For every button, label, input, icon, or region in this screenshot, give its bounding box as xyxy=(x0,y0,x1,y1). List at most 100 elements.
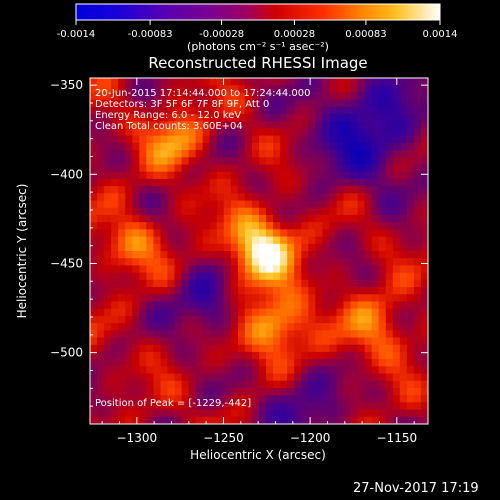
heatmap-cell xyxy=(308,366,316,375)
heatmap-cell xyxy=(357,229,366,238)
heatmap-cell xyxy=(244,359,253,367)
heatmap-cell xyxy=(181,85,190,94)
heatmap-cell xyxy=(202,315,211,324)
heatmap-cell xyxy=(125,85,133,94)
heatmap-cell xyxy=(364,135,373,144)
heatmap-cell xyxy=(97,106,105,115)
heatmap-cell xyxy=(315,150,323,158)
heatmap-cell xyxy=(266,243,274,252)
heatmap-cell xyxy=(153,380,162,389)
heatmap-cell xyxy=(132,294,140,303)
heatmap-cell xyxy=(392,171,401,180)
heatmap-cell xyxy=(392,359,401,367)
heatmap-cell xyxy=(202,272,211,281)
heatmap-cell xyxy=(174,121,183,130)
heatmap-cell xyxy=(406,164,415,173)
heatmap-cell xyxy=(399,193,408,202)
heatmap-cell xyxy=(181,272,190,281)
heatmap-cell xyxy=(399,114,408,122)
heatmap-cell xyxy=(244,402,253,411)
heatmap-cell xyxy=(202,157,211,166)
heatmap-cell xyxy=(195,409,204,418)
heatmap-cell xyxy=(223,279,232,288)
heatmap-cell xyxy=(97,272,105,281)
heatmap-cell xyxy=(322,243,331,252)
heatmap-cell xyxy=(209,294,218,303)
heatmap-cell xyxy=(139,85,147,94)
heatmap-cell xyxy=(350,236,359,245)
heatmap-cell xyxy=(216,135,225,144)
heatmap-cell xyxy=(167,308,176,317)
heatmap-cell xyxy=(132,92,140,101)
heatmap-cell xyxy=(308,387,316,396)
heatmap-cell xyxy=(378,128,387,137)
heatmap-cell xyxy=(294,99,302,108)
heatmap-cell xyxy=(371,373,380,382)
heatmap-cell xyxy=(132,251,140,259)
heatmap-cell xyxy=(174,279,183,288)
heatmap-cell xyxy=(336,92,345,101)
heatmap-cell xyxy=(104,128,112,137)
heatmap-cell xyxy=(392,279,401,288)
heatmap-cell xyxy=(336,308,345,317)
heatmap-cell xyxy=(294,366,302,375)
heatmap-cell xyxy=(132,366,140,375)
heatmap-cell xyxy=(301,279,309,288)
heatmap-cell xyxy=(378,200,387,209)
heatmap-cell xyxy=(104,366,112,375)
heatmap-cell xyxy=(364,272,373,281)
y-tick-label: −350 xyxy=(50,78,83,92)
heatmap-cell xyxy=(195,106,204,115)
heatmap-cell xyxy=(132,380,140,389)
heatmap-cell xyxy=(343,301,352,310)
heatmap-cell xyxy=(294,395,302,403)
heatmap-cell xyxy=(181,258,190,267)
heatmap-cell xyxy=(287,366,295,375)
heatmap-cell xyxy=(308,78,316,86)
heatmap-cell xyxy=(357,323,366,331)
heatmap-cell xyxy=(230,214,239,223)
heatmap-cell xyxy=(160,315,169,324)
heatmap-cell xyxy=(420,85,428,94)
heatmap-cell xyxy=(167,351,176,360)
heatmap-cell xyxy=(195,186,204,194)
heatmap-cell xyxy=(139,78,147,86)
heatmap-cell xyxy=(251,323,260,331)
heatmap-cell xyxy=(259,395,267,403)
heatmap-cell xyxy=(125,330,133,339)
heatmap-cell xyxy=(280,395,288,403)
heatmap-cell xyxy=(216,142,225,151)
heatmap-cell xyxy=(181,279,190,288)
heatmap-cell xyxy=(364,294,373,303)
heatmap-cell xyxy=(371,128,380,137)
heatmap-cell xyxy=(315,214,323,223)
heatmap-cell xyxy=(364,315,373,324)
heatmap-cell xyxy=(146,106,154,115)
heatmap-cell xyxy=(188,186,197,194)
heatmap-cell xyxy=(209,106,218,115)
heatmap-cell xyxy=(343,258,352,267)
heatmap-cell xyxy=(343,387,352,396)
heatmap-cell xyxy=(266,416,274,424)
heatmap-cell xyxy=(153,193,162,202)
heatmap-cell xyxy=(420,308,428,317)
heatmap-cell xyxy=(259,287,267,295)
heatmap-cell xyxy=(329,380,338,389)
heatmap-cell xyxy=(174,207,183,216)
heatmap-cell xyxy=(223,294,232,303)
heatmap-cell xyxy=(399,214,408,223)
heatmap-cell xyxy=(357,157,366,166)
heatmap-cell xyxy=(209,387,218,396)
heatmap-cell xyxy=(90,106,98,115)
heatmap-cell xyxy=(406,178,415,187)
heatmap-cell xyxy=(364,128,373,137)
heatmap-cell xyxy=(209,308,218,317)
heatmap-cell xyxy=(237,301,246,310)
heatmap-cell xyxy=(315,395,323,403)
heatmap-cell xyxy=(273,251,281,259)
heatmap-cell xyxy=(132,186,140,194)
heatmap-cell xyxy=(343,178,352,187)
heatmap-cell xyxy=(90,114,98,122)
heatmap-cell xyxy=(392,272,401,281)
heatmap-cell xyxy=(406,395,415,403)
